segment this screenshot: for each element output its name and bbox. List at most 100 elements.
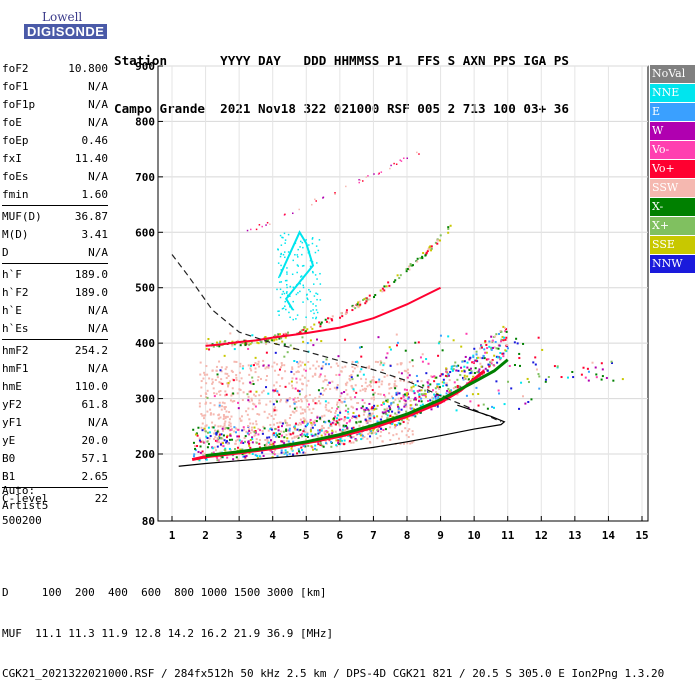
data-point bbox=[232, 458, 235, 461]
data-point bbox=[224, 390, 227, 393]
data-point bbox=[333, 386, 336, 389]
data-point bbox=[278, 368, 281, 371]
data-point bbox=[434, 387, 437, 390]
data-point bbox=[247, 347, 250, 350]
data-point bbox=[416, 260, 419, 263]
data-point bbox=[343, 419, 346, 422]
data-point bbox=[215, 432, 218, 435]
data-point bbox=[296, 264, 299, 266]
data-point bbox=[248, 373, 251, 376]
data-point bbox=[232, 379, 235, 382]
data-point bbox=[339, 411, 342, 414]
data-point bbox=[311, 434, 314, 437]
data-point bbox=[317, 432, 320, 435]
data-point bbox=[345, 422, 348, 425]
data-point bbox=[421, 360, 424, 363]
data-point bbox=[379, 289, 382, 292]
data-point bbox=[294, 397, 297, 400]
data-point bbox=[372, 379, 375, 382]
data-point bbox=[530, 398, 533, 401]
data-point bbox=[287, 233, 290, 236]
data-point bbox=[319, 444, 322, 447]
data-point bbox=[433, 375, 436, 378]
data-point bbox=[285, 424, 288, 427]
data-point bbox=[408, 361, 411, 364]
data-point bbox=[295, 371, 298, 374]
data-point bbox=[390, 387, 393, 390]
data-point bbox=[345, 312, 348, 315]
data-point bbox=[292, 318, 294, 321]
data-point bbox=[329, 410, 332, 413]
data-point bbox=[260, 340, 263, 343]
data-point bbox=[366, 437, 369, 440]
data-point bbox=[205, 365, 208, 368]
data-point bbox=[327, 317, 330, 320]
x-tick-label: 9 bbox=[437, 529, 444, 542]
param-value: 57.1 bbox=[81, 452, 109, 465]
data-point bbox=[238, 439, 241, 442]
data-point bbox=[227, 385, 230, 388]
data-point bbox=[339, 395, 342, 398]
data-point bbox=[205, 396, 208, 399]
data-point bbox=[355, 415, 358, 418]
data-point bbox=[411, 359, 414, 362]
data-point bbox=[259, 456, 262, 459]
data-point bbox=[209, 413, 212, 416]
data-point bbox=[383, 289, 386, 292]
data-point bbox=[295, 293, 298, 296]
data-point bbox=[265, 224, 267, 226]
data-point bbox=[300, 435, 303, 438]
data-point bbox=[306, 297, 309, 299]
data-point bbox=[269, 443, 272, 446]
data-point bbox=[222, 417, 225, 420]
param-row: hmF2 254.2 bbox=[2, 342, 108, 360]
data-point bbox=[399, 362, 402, 365]
data-point bbox=[334, 430, 337, 433]
data-point bbox=[293, 427, 296, 430]
data-point bbox=[506, 344, 509, 347]
data-point bbox=[479, 362, 482, 365]
data-point bbox=[228, 421, 231, 424]
data-point bbox=[436, 383, 439, 386]
data-point bbox=[249, 364, 252, 367]
data-point bbox=[345, 389, 348, 392]
data-point bbox=[292, 398, 295, 401]
data-point bbox=[282, 290, 285, 293]
data-point bbox=[556, 365, 559, 368]
data-point bbox=[409, 264, 412, 267]
data-point bbox=[336, 421, 339, 424]
data-point bbox=[434, 395, 437, 398]
data-point bbox=[213, 432, 216, 435]
data-point bbox=[218, 345, 221, 348]
y-tick-label: 400 bbox=[135, 337, 155, 350]
data-point bbox=[505, 336, 508, 339]
x-tick-label: 8 bbox=[404, 529, 411, 542]
data-point bbox=[216, 437, 219, 440]
data-point bbox=[461, 360, 464, 363]
data-point bbox=[316, 311, 319, 314]
data-point bbox=[199, 445, 202, 448]
digisonde-logo: Lowell DIGISONDE bbox=[4, 10, 114, 50]
data-point bbox=[281, 293, 283, 295]
data-point bbox=[221, 382, 224, 385]
data-point bbox=[495, 380, 498, 383]
data-point bbox=[364, 418, 367, 421]
param-row: foF1p N/A bbox=[2, 96, 108, 114]
data-point bbox=[439, 239, 442, 242]
data-point bbox=[403, 402, 406, 405]
data-point bbox=[421, 257, 424, 260]
data-point bbox=[399, 379, 402, 382]
data-point bbox=[362, 180, 364, 182]
data-point bbox=[315, 200, 317, 202]
auto-label: Auto: bbox=[2, 484, 36, 497]
param-divider bbox=[2, 339, 108, 340]
data-point bbox=[426, 381, 429, 384]
data-point bbox=[471, 361, 474, 364]
data-point bbox=[231, 340, 234, 343]
data-point bbox=[427, 379, 430, 382]
data-point bbox=[325, 442, 328, 445]
data-point bbox=[305, 434, 308, 437]
data-point bbox=[287, 424, 290, 427]
data-point bbox=[385, 285, 388, 288]
data-point bbox=[527, 401, 530, 404]
